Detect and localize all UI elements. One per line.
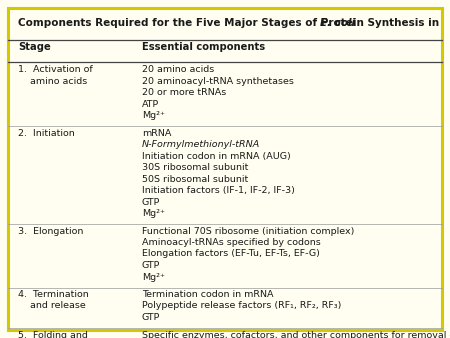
- Text: Initiation factors (IF-1, IF-2, IF-3): Initiation factors (IF-1, IF-2, IF-3): [142, 186, 295, 195]
- Text: Mg²⁺: Mg²⁺: [142, 272, 165, 282]
- Text: 20 or more tRNAs: 20 or more tRNAs: [142, 88, 226, 97]
- Text: 50S ribosomal subunit: 50S ribosomal subunit: [142, 174, 248, 184]
- Text: GTP: GTP: [142, 197, 160, 207]
- Text: 20 amino acids: 20 amino acids: [142, 65, 214, 74]
- Text: Specific enzymes, cofactors, and other components for removal of: Specific enzymes, cofactors, and other c…: [142, 331, 450, 338]
- Text: and release: and release: [18, 301, 86, 311]
- Text: 30S ribosomal subunit: 30S ribosomal subunit: [142, 163, 248, 172]
- Text: E. coli: E. coli: [320, 18, 355, 28]
- Text: 20 aminoacyl-tRNA synthetases: 20 aminoacyl-tRNA synthetases: [142, 76, 293, 86]
- Text: amino acids: amino acids: [18, 76, 87, 86]
- Text: Essential components: Essential components: [142, 42, 265, 52]
- Text: 3.  Elongation: 3. Elongation: [18, 226, 83, 236]
- Text: Termination codon in mRNA: Termination codon in mRNA: [142, 290, 273, 299]
- Text: Mg²⁺: Mg²⁺: [142, 209, 165, 218]
- Text: Polypeptide release factors (RF₁, RF₂, RF₃): Polypeptide release factors (RF₁, RF₂, R…: [142, 301, 341, 311]
- Text: 1.  Activation of: 1. Activation of: [18, 65, 93, 74]
- Text: GTP: GTP: [142, 261, 160, 270]
- Text: Stage: Stage: [18, 42, 51, 52]
- Text: GTP: GTP: [142, 313, 160, 322]
- Text: Initiation codon in mRNA (AUG): Initiation codon in mRNA (AUG): [142, 151, 291, 161]
- Text: 4.  Termination: 4. Termination: [18, 290, 89, 299]
- Text: mRNA: mRNA: [142, 128, 171, 138]
- Text: Mg²⁺: Mg²⁺: [142, 111, 165, 120]
- Text: 5.  Folding and: 5. Folding and: [18, 331, 88, 338]
- Text: Components Required for the Five Major Stages of Protein Synthesis in: Components Required for the Five Major S…: [18, 18, 443, 28]
- Text: Elongation factors (EF-Tu, EF-Ts, EF-G): Elongation factors (EF-Tu, EF-Ts, EF-G): [142, 249, 320, 259]
- Text: 2.  Initiation: 2. Initiation: [18, 128, 75, 138]
- Text: Functional 70S ribosome (initiation complex): Functional 70S ribosome (initiation comp…: [142, 226, 354, 236]
- Text: ATP: ATP: [142, 99, 159, 108]
- Text: N-Formylmethionyl-tRNA: N-Formylmethionyl-tRNA: [142, 140, 260, 149]
- Text: Aminoacyl-tRNAs specified by codons: Aminoacyl-tRNAs specified by codons: [142, 238, 320, 247]
